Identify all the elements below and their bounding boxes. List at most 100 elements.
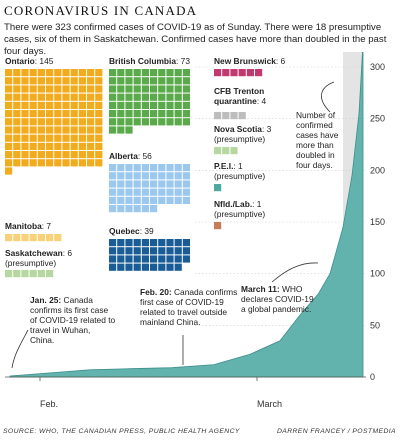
waffle-square-ontario — [37, 151, 45, 159]
waffle-square-nova-scotia — [230, 147, 238, 155]
waffle-square-british-columbia — [109, 77, 117, 85]
waffle-square-ontario — [78, 142, 86, 150]
waffle-square-british-columbia — [125, 77, 133, 85]
waffle-square-british-columbia — [158, 69, 166, 77]
waffle-square-quebec — [141, 239, 149, 247]
waffle-square-saskatchewan — [29, 270, 37, 278]
waffle-square-british-columbia — [174, 110, 182, 118]
waffle-square-british-columbia — [182, 69, 190, 77]
waffle-square-british-columbia — [109, 126, 117, 134]
waffle-square-british-columbia — [117, 118, 125, 126]
waffle-square-british-columbia — [109, 101, 117, 109]
annotation-arrow-2 — [271, 262, 319, 283]
waffle-square-quebec — [166, 247, 174, 255]
waffle-square-alberta — [109, 180, 117, 188]
waffle-square-british-columbia — [109, 118, 117, 126]
waffle-square-new-brunswick — [214, 69, 222, 77]
label-nfld-lab: Nfld./Lab.: 1 (presumptive) — [214, 199, 265, 219]
waffle-square-manitoba — [5, 234, 13, 242]
waffle-square-quebec — [133, 263, 141, 271]
waffle-square-ontario — [95, 151, 103, 159]
waffle-square-ontario — [78, 69, 86, 77]
waffle-square-saskatchewan — [37, 270, 45, 278]
waffle-square-alberta — [125, 172, 133, 180]
y-tick-300: 300 — [370, 62, 385, 72]
y-tick-100: 100 — [370, 269, 385, 279]
waffle-square-british-columbia — [133, 110, 141, 118]
waffle-square-british-columbia — [174, 118, 182, 126]
waffle-square-ontario — [46, 134, 54, 142]
waffle-nova-scotia — [214, 147, 238, 155]
waffle-square-ontario — [37, 110, 45, 118]
waffle-square-manitoba — [29, 234, 37, 242]
waffle-square-ontario — [13, 126, 21, 134]
waffle-square-ontario — [13, 118, 21, 126]
waffle-square-ontario — [29, 110, 37, 118]
waffle-square-ontario — [29, 85, 37, 93]
waffle-square-ontario — [70, 101, 78, 109]
waffle-square-british-columbia — [141, 118, 149, 126]
waffle-square-saskatchewan — [46, 270, 54, 278]
waffle-square-ontario — [70, 110, 78, 118]
waffle-square-new-brunswick — [230, 69, 238, 77]
waffle-square-ontario — [87, 134, 95, 142]
waffle-square-alberta — [158, 180, 166, 188]
waffle-square-ontario — [78, 110, 86, 118]
waffle-square-alberta — [182, 172, 190, 180]
y-tick-200: 200 — [370, 165, 385, 175]
waffle-square-ontario — [21, 69, 29, 77]
waffle-square-ontario — [21, 101, 29, 109]
waffle-square-ontario — [78, 77, 86, 85]
waffle-square-ontario — [46, 93, 54, 101]
waffle-square-british-columbia — [133, 77, 141, 85]
y-tick-0: 0 — [370, 372, 375, 382]
waffle-square-ontario — [13, 77, 21, 85]
waffle-square-ontario — [87, 159, 95, 167]
waffle-square-ontario — [46, 69, 54, 77]
waffle-square-british-columbia — [141, 93, 149, 101]
waffle-square-british-columbia — [158, 93, 166, 101]
waffle-square-alberta — [133, 188, 141, 196]
waffle-manitoba — [5, 234, 62, 242]
waffle-square-british-columbia — [133, 93, 141, 101]
waffle-square-alberta — [174, 180, 182, 188]
waffle-square-quebec — [166, 263, 174, 271]
waffle-square-quebec — [182, 255, 190, 263]
waffle-square-ontario — [78, 159, 86, 167]
waffle-square-british-columbia — [125, 69, 133, 77]
waffle-square-british-columbia — [166, 85, 174, 93]
waffle-square-british-columbia — [141, 77, 149, 85]
waffle-square-british-columbia — [182, 101, 190, 109]
waffle-square-alberta — [141, 164, 149, 172]
waffle-square-ontario — [29, 142, 37, 150]
waffle-square-british-columbia — [150, 93, 158, 101]
waffle-square-ontario — [62, 77, 70, 85]
waffle-square-ontario — [95, 126, 103, 134]
waffle-square-ontario — [21, 126, 29, 134]
waffle-square-new-brunswick — [222, 69, 230, 77]
waffle-square-cfb-trenton-quarantine — [214, 112, 222, 120]
waffle-square-ontario — [78, 85, 86, 93]
waffle-square-quebec — [150, 247, 158, 255]
waffle-square-ontario — [5, 101, 13, 109]
waffle-square-ontario — [21, 85, 29, 93]
waffle-square-british-columbia — [182, 118, 190, 126]
waffle-square-ontario — [5, 151, 13, 159]
waffle-square-ontario — [13, 85, 21, 93]
waffle-square-quebec — [109, 239, 117, 247]
waffle-square-british-columbia — [150, 77, 158, 85]
waffle-square-ontario — [54, 118, 62, 126]
waffle-square-ontario — [37, 77, 45, 85]
waffle-square-ontario — [62, 142, 70, 150]
waffle-square-british-columbia — [117, 85, 125, 93]
waffle-square-ontario — [5, 93, 13, 101]
waffle-square-ontario — [62, 101, 70, 109]
waffle-square-british-columbia — [109, 85, 117, 93]
waffle-square-alberta — [117, 205, 125, 213]
waffle-square-quebec — [125, 247, 133, 255]
waffle-square-quebec — [182, 239, 190, 247]
waffle-square-ontario — [62, 69, 70, 77]
waffle-square-ontario — [70, 126, 78, 134]
waffle-square-alberta — [133, 180, 141, 188]
waffle-square-british-columbia — [182, 85, 190, 93]
